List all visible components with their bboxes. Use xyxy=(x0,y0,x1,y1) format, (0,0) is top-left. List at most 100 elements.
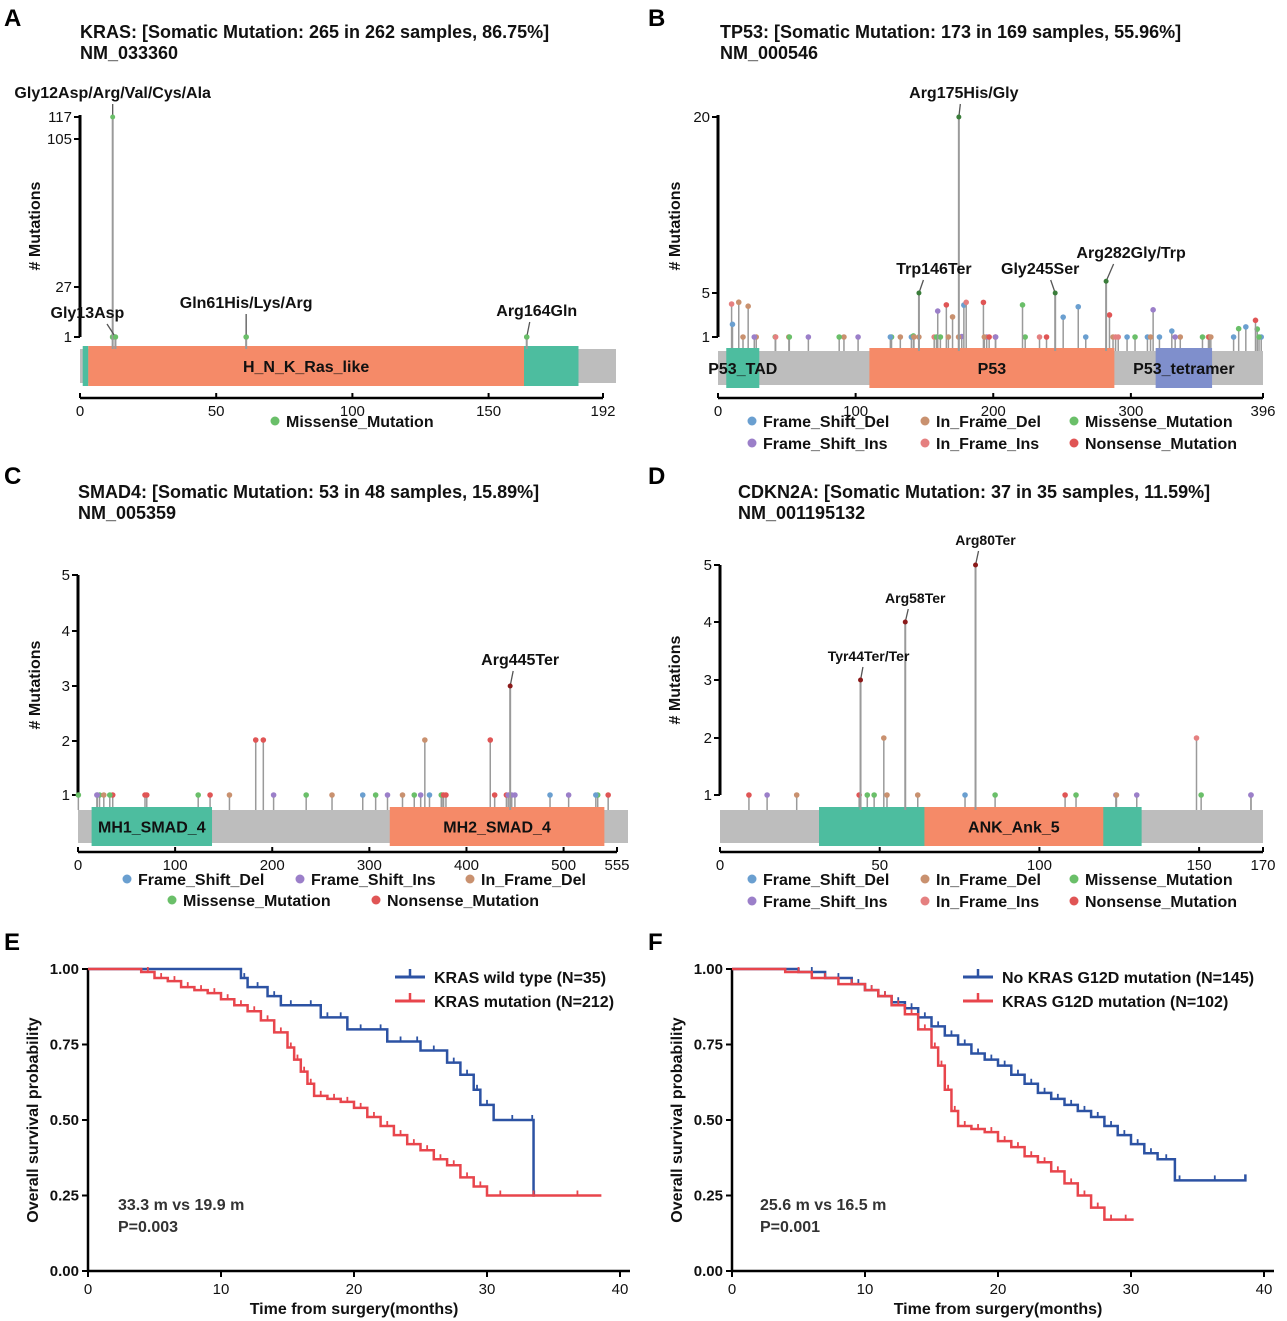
x-tick-label: 50 xyxy=(208,403,225,420)
legend-label: Missense_Mutation xyxy=(286,414,434,431)
mutation-point xyxy=(881,735,887,741)
mutation-point xyxy=(1172,334,1178,340)
hotspot-label: Gly12Asp/Arg/Val/Cys/Ala xyxy=(14,85,211,102)
mutation-point xyxy=(746,792,752,798)
legend-marker xyxy=(747,874,757,884)
y-tick-label: 0.50 xyxy=(694,1112,723,1129)
legend-marker xyxy=(167,895,177,905)
mutation-point xyxy=(793,792,800,798)
mutation-point xyxy=(934,308,941,314)
y-tick-label: 5 xyxy=(702,285,710,302)
domain-label: MH1_SMAD_4 xyxy=(98,820,206,837)
legend-marker xyxy=(920,438,930,448)
stat-annotation: P=0.003 xyxy=(118,1219,178,1236)
mutation-point xyxy=(426,792,433,798)
y-axis-title: # Mutations xyxy=(27,181,44,270)
legend-label: Frame_Shift_Ins xyxy=(763,436,888,453)
hotspot-point xyxy=(1052,290,1058,296)
mutation-point xyxy=(740,334,746,340)
mutation-point xyxy=(593,792,599,798)
mutation-point xyxy=(1256,334,1262,340)
y-tick-label: 3 xyxy=(704,672,712,689)
hotspot-label: Arg80Ter xyxy=(955,532,1016,548)
x-tick-label: 10 xyxy=(213,1281,230,1298)
hotspot-point xyxy=(243,334,249,340)
stat-annotation: P=0.001 xyxy=(760,1219,820,1236)
mutation-point xyxy=(945,334,952,340)
y-tick-label: 2 xyxy=(704,730,712,747)
mutation-point xyxy=(487,737,494,743)
mutation-point xyxy=(1235,325,1242,332)
transcript-id: NM_033360 xyxy=(80,43,178,63)
hotspot-label: Arg282Gly/Trp xyxy=(1076,245,1186,262)
mutation-point xyxy=(252,737,259,743)
mutation-point xyxy=(1115,334,1122,340)
mutation-point xyxy=(745,303,751,309)
protein-domain xyxy=(91,807,213,846)
mutation-point xyxy=(143,792,150,798)
y-tick-label: 3 xyxy=(62,678,70,695)
legend-label: Nonsense_Mutation xyxy=(387,893,539,910)
mutation-point xyxy=(963,299,970,306)
mutation-point xyxy=(1133,792,1140,798)
legend: Frame_Shift_Del Frame_Shift_Ins In_Frame_D… xyxy=(122,872,586,910)
mutation-point xyxy=(981,334,988,340)
gene-title: SMAD4: [Somatic Mutation: 53 in 48 sampl… xyxy=(78,482,539,502)
mutation-point xyxy=(841,334,847,340)
mutation-point xyxy=(729,321,736,328)
x-tick-label: 300 xyxy=(1118,403,1143,420)
protein-domain xyxy=(869,348,1115,388)
x-tick-label: 200 xyxy=(981,403,1006,420)
y-tick-label: 4 xyxy=(704,614,712,631)
domain-label: ANK_Ank_5 xyxy=(968,820,1060,837)
stat-annotation: 33.3 m vs 19.9 m xyxy=(118,1197,244,1214)
mutation-point xyxy=(1177,334,1184,340)
y-tick-label: 0.75 xyxy=(694,1037,723,1054)
mutation-point xyxy=(100,792,107,798)
mutation-point xyxy=(399,792,406,798)
legend-marker xyxy=(920,416,930,426)
legend-marker xyxy=(371,895,381,905)
mutation-point xyxy=(491,792,498,798)
mutation-point xyxy=(1022,334,1028,340)
x-tick-label: 0 xyxy=(74,857,82,874)
mutation-point xyxy=(1073,792,1079,798)
x-tick-label: 30 xyxy=(479,1281,496,1298)
legend-marker xyxy=(465,874,475,884)
panel-d: D CDKN2A: [Somatic Mutation: 37 in 35 sam… xyxy=(648,463,1276,911)
legend-label: KRAS mutation (N=212) xyxy=(434,994,614,1011)
x-tick-label: 40 xyxy=(1256,1281,1273,1298)
mutation-point xyxy=(605,792,611,798)
mutation-point xyxy=(735,299,742,306)
x-tick-label: 100 xyxy=(340,403,365,420)
mutation-point xyxy=(75,792,82,798)
legend-label: KRAS G12D mutation (N=102) xyxy=(1002,994,1228,1011)
mutation-point xyxy=(94,792,101,798)
protein-domain xyxy=(88,346,525,386)
legend-label: In_Frame_Ins xyxy=(936,894,1039,911)
transcript-id: NM_001195132 xyxy=(738,503,865,523)
mutation-point xyxy=(962,792,968,798)
y-tick-label: 27 xyxy=(55,279,72,296)
y-tick-label: 105 xyxy=(47,131,72,148)
panel-letter: E xyxy=(4,929,20,956)
x-tick-label: 0 xyxy=(728,1281,736,1298)
x-tick-label: 100 xyxy=(163,857,188,874)
domain-label: P53 xyxy=(978,361,1007,378)
protein-domain xyxy=(1155,348,1213,388)
domain-label: H_N_K_Ras_like xyxy=(243,359,369,376)
domain-label: P53_tetramer xyxy=(1133,361,1234,378)
y-tick-label: 5 xyxy=(704,557,712,574)
x-tick-label: 396 xyxy=(1250,403,1275,420)
panel-c: C SMAD4: [Somatic Mutation: 53 in 48 samp… xyxy=(4,463,630,910)
mutation-point xyxy=(786,334,793,340)
x-tick-label: 150 xyxy=(476,403,501,420)
mutation-point xyxy=(411,792,418,798)
mutation-point xyxy=(359,792,366,798)
protein-domain xyxy=(524,346,579,386)
mutation-point xyxy=(1132,334,1138,340)
mutation-point xyxy=(1208,334,1214,340)
legend-marker xyxy=(270,416,280,426)
domain-label: P53_TAD xyxy=(708,361,777,378)
y-tick-label: 1 xyxy=(704,787,712,804)
